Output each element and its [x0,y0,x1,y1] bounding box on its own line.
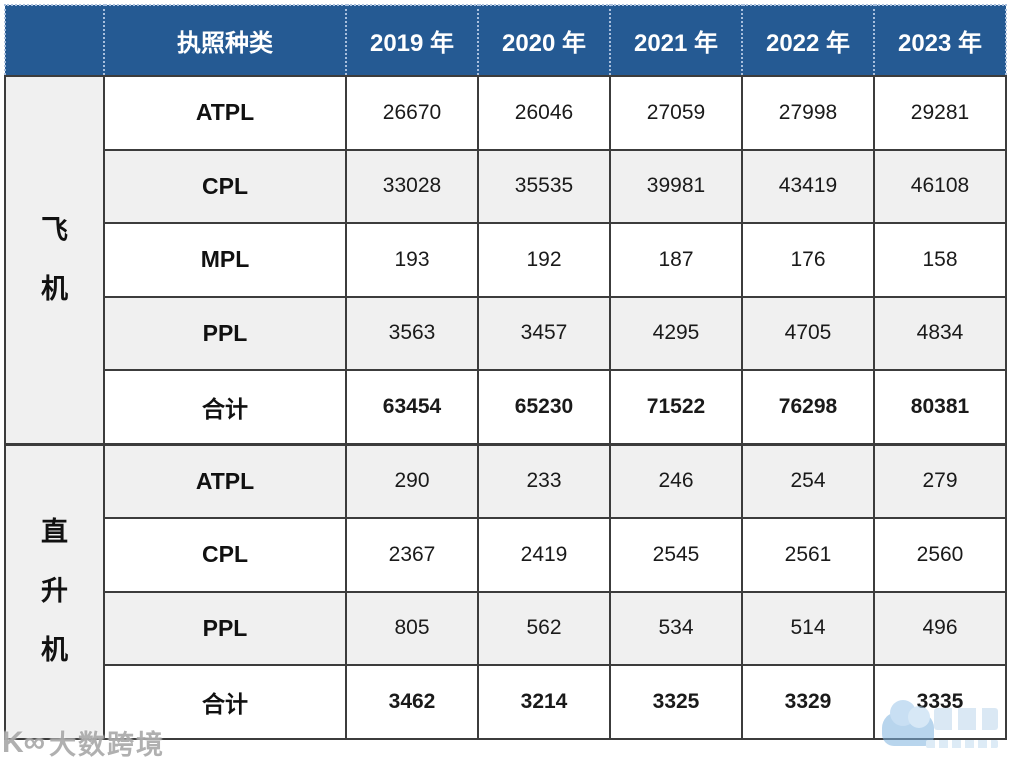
table-row-helicopter-ppl: PPL 805 562 534 514 496 [5,590,1007,666]
value-cell: 2560 [873,517,1007,593]
table-row-helicopter-atpl: 直 升 机 ATPL 290 233 246 254 279 [4,442,1007,740]
license-type-label: CPL [103,517,347,593]
value-cell: 43419 [741,148,875,224]
value-cell: 279 [873,442,1007,519]
header-year-2020: 2020 年 [477,4,611,77]
table-header: 执照种类 2019 年 2020 年 2021 年 2022 年 2023 年 [4,4,1007,77]
table-row-airplane-cpl: CPL 33028 35535 39981 43419 46108 [5,148,1007,224]
value-cell: 80381 [873,369,1007,445]
table-row-airplane-ppl: PPL 3563 3457 4295 4705 4834 [5,295,1007,371]
value-cell: 290 [345,442,479,519]
license-type-label: ATPL [103,75,347,151]
value-cell: 3325 [609,664,743,740]
value-cell: 2367 [345,517,479,593]
header-year-2021: 2021 年 [609,4,743,77]
value-cell: 26670 [345,75,479,151]
value-cell: 187 [609,222,743,298]
value-cell: 254 [741,442,875,519]
value-cell: 76298 [741,369,875,445]
value-cell: 246 [609,442,743,519]
value-cell: 27998 [741,75,875,151]
value-cell: 35535 [477,148,611,224]
header-year-2023: 2023 年 [873,4,1007,77]
license-type-label: 合计 [103,664,347,740]
license-type-label: PPL [103,295,347,371]
value-cell: 2419 [477,517,611,593]
group-label-airplane-chars: 飞 机 [41,214,68,304]
header-license-type: 执照种类 [103,4,347,77]
license-type-label: 合计 [103,369,347,445]
table-row-airplane-mpl: MPL 193 192 187 176 158 [5,222,1007,298]
header-corner-cell [4,4,105,77]
value-cell: 496 [873,590,1007,666]
value-cell: 65230 [477,369,611,445]
table-row-helicopter-total: 合计 3462 3214 3325 3329 3335 [5,664,1007,740]
value-cell: 39981 [609,148,743,224]
value-cell: 26046 [477,75,611,151]
value-cell: 3457 [477,295,611,371]
license-table-stage: 执照种类 2019 年 2020 年 2021 年 2022 年 2023 年 … [4,4,1007,758]
header-year-2019: 2019 年 [345,4,479,77]
value-cell: 33028 [345,148,479,224]
value-cell: 46108 [873,148,1007,224]
license-statistics-table: 执照种类 2019 年 2020 年 2021 年 2022 年 2023 年 … [4,4,1007,740]
header-row: 执照种类 2019 年 2020 年 2021 年 2022 年 2023 年 [4,4,1007,77]
license-type-label: CPL [103,148,347,224]
group-label-helicopter: 直 升 机 [4,442,105,740]
value-cell: 562 [477,590,611,666]
value-cell: 63454 [345,369,479,445]
value-cell: 4834 [873,295,1007,371]
value-cell: 3335 [873,664,1007,740]
value-cell: 3563 [345,295,479,371]
value-cell: 3214 [477,664,611,740]
value-cell: 2545 [609,517,743,593]
value-cell: 176 [741,222,875,298]
value-cell: 514 [741,590,875,666]
license-type-label: MPL [103,222,347,298]
value-cell: 29281 [873,75,1007,151]
group-label-helicopter-chars: 直 升 机 [41,517,68,665]
value-cell: 2561 [741,517,875,593]
license-type-label: PPL [103,590,347,666]
value-cell: 3329 [741,664,875,740]
value-cell: 4295 [609,295,743,371]
header-year-2022: 2022 年 [741,4,875,77]
table-row-helicopter-cpl: CPL 2367 2419 2545 2561 2560 [5,517,1007,593]
value-cell: 3462 [345,664,479,740]
value-cell: 534 [609,590,743,666]
value-cell: 27059 [609,75,743,151]
value-cell: 71522 [609,369,743,445]
value-cell: 192 [477,222,611,298]
value-cell: 233 [477,442,611,519]
value-cell: 805 [345,590,479,666]
table-row-airplane-atpl: 飞 机 ATPL 26670 26046 27059 27998 29281 [4,75,1007,445]
group-label-airplane: 飞 机 [4,75,105,445]
table-row-airplane-total: 合计 63454 65230 71522 76298 80381 [5,369,1007,445]
value-cell: 158 [873,222,1007,298]
value-cell: 193 [345,222,479,298]
value-cell: 4705 [741,295,875,371]
license-type-label: ATPL [103,442,347,519]
